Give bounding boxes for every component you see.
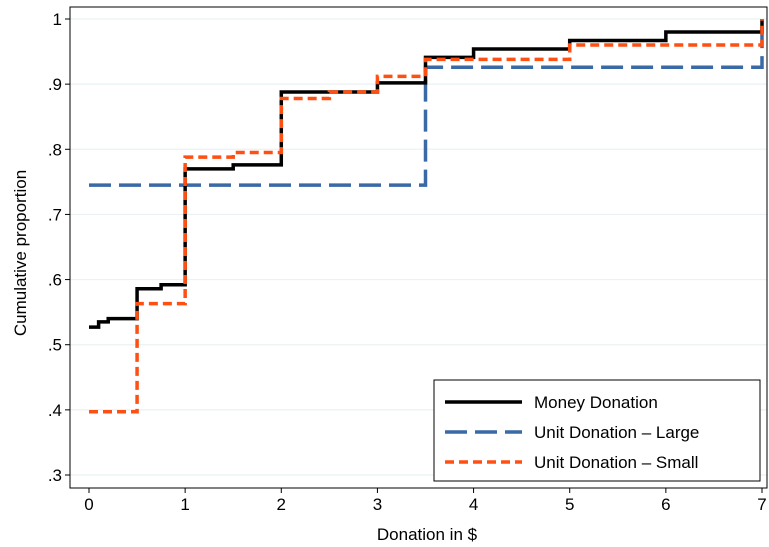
y-tick-label: .8 (48, 140, 62, 159)
y-tick-label: .4 (48, 401, 62, 420)
x-tick-label: 6 (661, 495, 670, 514)
x-tick-label: 1 (180, 495, 189, 514)
x-tick-label: 2 (277, 495, 286, 514)
series-line (89, 19, 764, 414)
x-tick-label: 3 (373, 495, 382, 514)
y-axis-title: Cumulative proportion (11, 170, 30, 336)
y-tick-label: .6 (48, 271, 62, 290)
legend-label: Money Donation (534, 393, 658, 412)
x-tick-label: 5 (565, 495, 574, 514)
y-tick-label: .9 (48, 75, 62, 94)
y-tick-label: .5 (48, 336, 62, 355)
x-tick-label: 7 (757, 495, 766, 514)
y-tick-label: .3 (48, 466, 62, 485)
x-tick-label: 0 (84, 495, 93, 514)
legend: Money Donation Unit Donation – Large Unit … (433, 379, 761, 482)
y-axis: .3 .4 .5 .6 .7 .8 .9 1 (48, 10, 70, 485)
series-lines (89, 19, 764, 414)
x-axis-title: Donation in $ (377, 525, 478, 544)
legend-label: Unit Donation – Large (534, 423, 699, 442)
plot-frame (69, 6, 768, 489)
x-axis: 0 1 2 3 4 5 6 7 (84, 488, 767, 514)
y-tick-label: .7 (48, 205, 62, 224)
y-tick-label: 1 (53, 10, 62, 29)
x-tick-label: 4 (469, 495, 478, 514)
legend-label: Unit Donation – Small (534, 453, 698, 472)
